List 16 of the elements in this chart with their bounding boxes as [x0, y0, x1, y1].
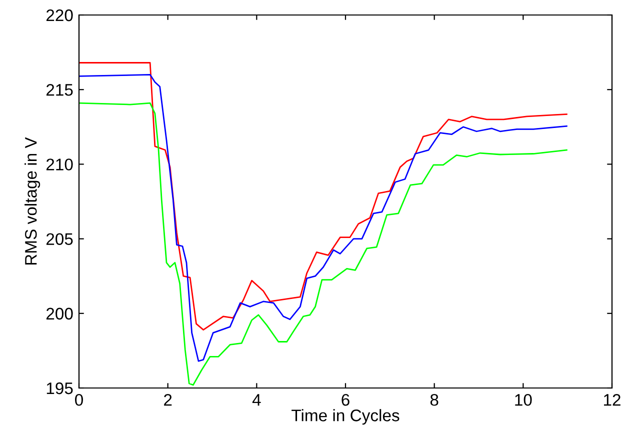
line-series — [79, 102, 568, 386]
x-tick-label: 8 — [430, 394, 438, 406]
y-tick-label: 200 — [46, 308, 73, 320]
y-tick-label: 195 — [46, 382, 73, 394]
x-tick-label: 6 — [342, 394, 350, 406]
y-tick-label: 205 — [46, 233, 73, 246]
x-axis-title: Time in Cycles — [292, 409, 400, 425]
y-axis-title: RMS voltage in V — [24, 137, 40, 265]
y-tick-label: 210 — [46, 158, 73, 170]
x-tick-label: 12 — [604, 394, 620, 406]
y-tick-label: 215 — [46, 84, 73, 96]
x-tick-label: 0 — [75, 394, 83, 406]
x-tick-label: 2 — [164, 394, 172, 406]
y-tick-label: 220 — [46, 9, 73, 22]
x-tick-label: 10 — [515, 394, 532, 406]
x-tick-label: 4 — [252, 394, 261, 406]
